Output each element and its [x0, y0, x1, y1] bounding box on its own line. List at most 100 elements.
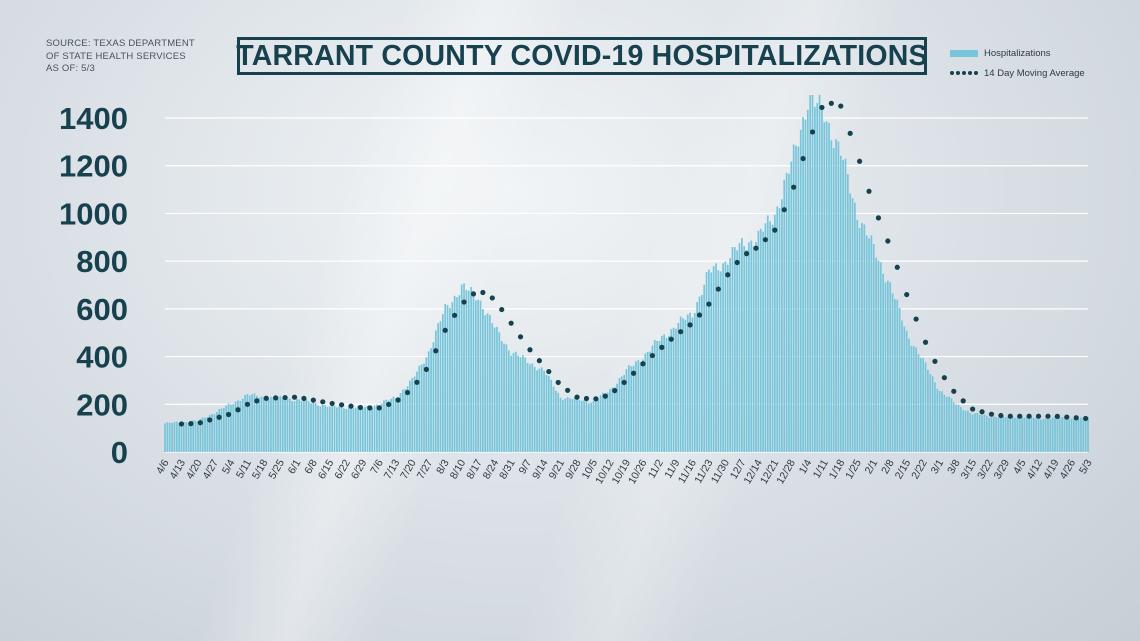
moving-average-point: [621, 379, 627, 386]
bar: [825, 121, 828, 453]
x-tick-label: 4/20: [184, 457, 205, 481]
moving-average-point: [687, 322, 693, 328]
bar: [660, 335, 663, 452]
bar: [1004, 417, 1007, 452]
bar: [828, 123, 830, 453]
bar: [517, 355, 520, 452]
moving-average-point: [659, 344, 665, 350]
moving-average-point: [1073, 415, 1079, 421]
moving-average-point: [301, 395, 307, 402]
bar: [564, 398, 567, 452]
moving-average-point: [1064, 414, 1070, 420]
y-tick-label: 600: [76, 292, 128, 327]
bar: [715, 263, 717, 452]
bar: [201, 417, 204, 452]
bar: [722, 263, 724, 452]
hospitalization-bars: [164, 94, 1089, 453]
bar: [733, 247, 736, 452]
bar: [964, 410, 967, 452]
bar: [237, 400, 239, 452]
bar: [467, 290, 470, 452]
moving-average-point: [574, 394, 580, 400]
moving-average-point: [885, 238, 891, 244]
bar: [496, 326, 498, 452]
bar: [898, 307, 901, 452]
bar: [672, 327, 675, 452]
bar: [328, 406, 331, 452]
legend-item-moving-average: 14 Day Moving Average: [950, 63, 1135, 83]
bar: [809, 95, 812, 452]
moving-average-point: [706, 301, 712, 307]
bar: [437, 323, 439, 452]
bar: [246, 394, 249, 452]
bar: [639, 362, 642, 452]
bar: [288, 398, 291, 452]
moving-average-point: [791, 184, 797, 190]
bar: [992, 416, 995, 452]
bar: [208, 414, 211, 452]
bar: [336, 407, 338, 452]
y-tick-label: 400: [76, 340, 128, 375]
moving-average-point: [630, 370, 637, 376]
bar: [470, 287, 472, 452]
bar: [512, 353, 515, 452]
bar: [929, 373, 932, 452]
bar: [347, 407, 350, 452]
bar: [444, 304, 447, 452]
bar: [684, 319, 687, 452]
bar: [785, 172, 788, 452]
bar: [990, 417, 993, 452]
bar: [547, 375, 550, 452]
bar: [182, 421, 185, 452]
moving-average-point: [395, 397, 401, 403]
bar: [948, 396, 950, 452]
bar: [505, 344, 508, 452]
source-note: SOURCE: TEXAS DEPARTMENT OF STATE HEALTH…: [46, 38, 226, 76]
source-line: AS OF: 5/3: [46, 63, 95, 74]
bar: [981, 415, 983, 452]
bar: [234, 401, 237, 452]
moving-average-point: [423, 366, 429, 372]
bar: [1080, 417, 1082, 452]
bar: [369, 407, 371, 452]
x-tick-label: 5/3: [1077, 457, 1095, 476]
bar: [839, 155, 842, 452]
x-tick-label: 11/30: [709, 457, 732, 485]
bar: [1077, 418, 1080, 452]
bar: [430, 348, 432, 452]
bar: [696, 301, 698, 452]
bar: [889, 282, 892, 452]
bar: [894, 299, 896, 452]
bar: [1044, 417, 1047, 452]
bar: [978, 414, 981, 452]
bar: [503, 343, 505, 452]
bar: [519, 357, 522, 452]
bar: [1030, 417, 1033, 452]
x-tick-label: 3/15: [959, 457, 980, 481]
bar: [769, 221, 771, 452]
bar: [300, 401, 303, 452]
bar: [844, 158, 847, 452]
bar: [500, 341, 503, 452]
bar: [498, 332, 501, 452]
bar: [630, 366, 633, 452]
bar: [1009, 416, 1012, 452]
bar: [717, 270, 720, 452]
bar: [573, 397, 576, 452]
moving-average-point: [263, 395, 269, 401]
bar: [931, 376, 934, 452]
bar: [971, 414, 974, 452]
bar: [338, 406, 341, 452]
bar: [566, 397, 569, 452]
bar: [364, 407, 366, 452]
moving-average-point: [913, 316, 919, 322]
moving-average-point: [753, 245, 759, 251]
moving-average-point: [225, 411, 232, 418]
bar: [668, 335, 670, 452]
bar: [1033, 418, 1035, 452]
bar: [1000, 416, 1002, 452]
bar: [837, 141, 840, 452]
bar: [960, 407, 962, 452]
bar: [597, 399, 600, 452]
